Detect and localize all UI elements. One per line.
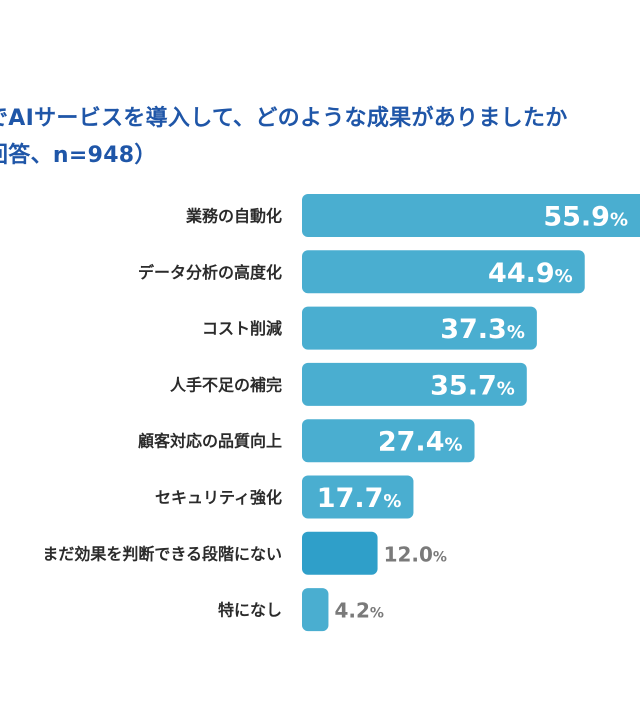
value-label-3: 37.3% [440,314,525,345]
value-label-5: 27.4% [378,427,463,458]
value-label-2: 44.9% [488,258,573,289]
bar-5 [302,419,475,463]
category-label-5: 顧客対応の品質向上 [138,432,282,451]
bar-4 [302,362,527,406]
value-label-8: 4.2% [334,599,383,623]
category-label-6: セキュリティ強化 [155,488,282,507]
value-label-7: 12.0% [384,542,447,566]
bar-2 [302,250,585,294]
category-label-3: コスト削減 [202,319,282,338]
bar-6 [302,475,414,519]
category-label-1: 業務の自動化 [185,207,282,226]
bar-1 [302,194,640,237]
value-label-4: 35.7% [430,370,515,401]
value-label-6: 17.7% [317,483,402,514]
category-label-7: まだ効果を判断できる段階にない [42,544,282,563]
category-label-8: 特になし [218,601,282,620]
category-label-4: 人手不足の補完 [170,375,282,394]
category-label-2: データ分析の高度化 [138,263,282,282]
value-label-1: 55.9% [543,202,628,233]
bar-3 [302,306,537,350]
chart-title-line-1: でAIサービスを導入して、どのような成果がありましたか [0,106,568,131]
bar-8 [302,588,329,632]
bar-7 [302,531,378,575]
chart-title-line-2: 回答、n=948） [0,143,157,168]
